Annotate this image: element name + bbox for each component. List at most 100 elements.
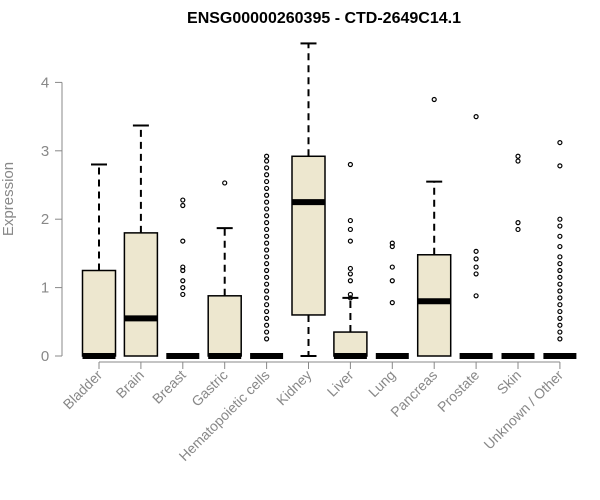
outlier-point: [222, 180, 228, 186]
y-axis-label: Expression: [0, 162, 17, 236]
outlier-point: [264, 315, 270, 321]
outlier-point: [264, 206, 270, 212]
outlier-point: [557, 295, 563, 301]
outlier-point: [473, 256, 479, 262]
box-iqr: [333, 331, 368, 357]
outlier-point: [264, 240, 270, 246]
outlier-point: [473, 271, 479, 277]
outlier-point: [557, 254, 563, 260]
plot-area: [81, 42, 577, 359]
outlier-point: [473, 248, 479, 254]
outlier-point: [264, 247, 270, 253]
outlier-point: [473, 113, 479, 120]
outlier-point: [264, 226, 270, 233]
box-iqr: [123, 232, 159, 357]
outlier-point: [264, 329, 270, 335]
box-unknown-other: [543, 139, 577, 359]
outlier-point: [557, 308, 563, 315]
outlier-point: [180, 238, 186, 244]
outlier-point: [180, 197, 186, 203]
outlier-point: [557, 233, 563, 239]
outlier-point: [473, 264, 479, 270]
outlier-point: [180, 278, 186, 284]
outlier-point: [347, 291, 353, 298]
x-tick-label: Prostate: [434, 367, 482, 415]
outlier-point: [180, 285, 186, 291]
outlier-point: [557, 261, 563, 267]
box-iqr: [416, 254, 452, 357]
outlier-point: [557, 322, 563, 328]
outlier-point: [557, 329, 563, 335]
outlier-point: [557, 315, 563, 321]
chart-title: ENSG00000260395 - CTD-2649C14.1: [187, 10, 461, 27]
y-tick-label: 2: [41, 211, 49, 228]
outlier-point: [264, 185, 270, 192]
outlier-point: [264, 172, 270, 178]
outlier-point: [264, 302, 270, 308]
y-tick-label: 3: [41, 143, 49, 160]
outlier-point: [515, 226, 521, 233]
outlier-point: [389, 240, 395, 246]
outlier-point: [557, 336, 563, 342]
outlier-point: [180, 291, 186, 298]
y-tick-label: 1: [41, 280, 49, 297]
box-skin: [501, 153, 535, 359]
outlier-point: [557, 302, 563, 308]
outlier-point: [557, 139, 563, 146]
y-axis: 0 1 2 3 4: [41, 74, 63, 365]
box-bladder: [81, 163, 117, 359]
outlier-point: [515, 153, 521, 159]
x-tick-label: Pancreas: [387, 367, 440, 420]
outlier-point: [264, 153, 270, 159]
outlier-point: [347, 265, 353, 272]
x-tick-label: Lung: [365, 367, 398, 400]
outlier-point: [264, 267, 270, 274]
outlier-point: [264, 288, 270, 294]
outlier-point: [557, 274, 563, 280]
box-iqr: [291, 155, 326, 316]
outlier-point: [264, 220, 270, 226]
box-liver: [333, 161, 368, 359]
x-tick-label: Unknown / Other: [480, 367, 566, 453]
outlier-point: [347, 271, 353, 277]
outlier-point: [473, 293, 479, 299]
outlier-point: [557, 163, 563, 169]
outlier-point: [264, 261, 270, 267]
outlier-point: [180, 202, 186, 209]
outlier-point: [431, 96, 437, 103]
box-hematopoietic-cells: [250, 153, 284, 359]
outlier-point: [264, 178, 270, 185]
outlier-point: [557, 223, 563, 229]
outlier-point: [389, 300, 395, 306]
box-gastric: [207, 180, 242, 359]
x-tick-label: Brain: [113, 367, 147, 401]
outlier-point: [264, 165, 270, 171]
outlier-point: [347, 278, 353, 284]
box-kidney: [291, 42, 326, 357]
outlier-point: [264, 254, 270, 260]
outlier-point: [264, 322, 270, 328]
x-tick-label: Bladder: [60, 367, 106, 413]
y-tick-label: 0: [41, 348, 49, 365]
box-iqr: [81, 269, 117, 357]
outlier-point: [557, 281, 563, 287]
box-iqr: [207, 295, 242, 357]
outlier-point: [347, 217, 353, 224]
outlier-point: [264, 199, 270, 205]
outlier-point: [347, 226, 353, 233]
outlier-point: [180, 264, 186, 270]
box-lung: [375, 240, 409, 359]
outlier-point: [264, 336, 270, 342]
outlier-point: [389, 278, 395, 284]
outlier-point: [264, 158, 270, 164]
outlier-point: [264, 233, 270, 239]
outlier-point: [264, 213, 270, 219]
box-brain: [123, 124, 159, 357]
y-tick-label: 4: [41, 74, 49, 91]
box-prostate: [459, 113, 493, 359]
outlier-point: [515, 220, 521, 226]
outlier-point: [347, 161, 353, 168]
x-tick-label: Liver: [324, 367, 357, 400]
outlier-point: [557, 216, 563, 222]
